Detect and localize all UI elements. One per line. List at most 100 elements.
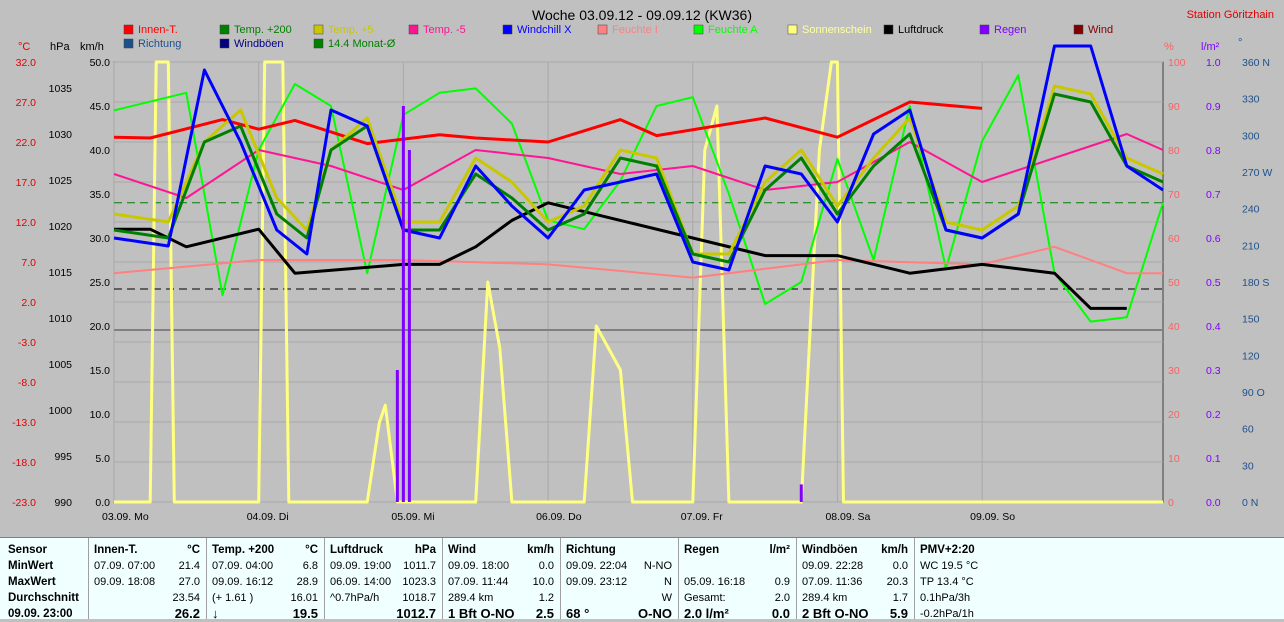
stats-row-right: W [661, 592, 672, 604]
rain-bar [407, 150, 411, 502]
stats-col-boen: Windböen km/h 09.09. 22:28 0.0 07.09. 11:36 2… [796, 538, 915, 621]
unit-kmh: km/h [80, 41, 104, 53]
day-label: 08.09. Sa [825, 511, 870, 523]
hpa-tick-label: 1020 [49, 221, 73, 233]
stats-row-left: 1 Bft O-NO [448, 606, 515, 621]
series-line-luftdruck [114, 201, 1127, 310]
legend-label: Temp. +200 [234, 24, 292, 36]
pct-tick-label: 80 [1168, 145, 1180, 157]
pct-tick-label: 60 [1168, 233, 1180, 245]
temp-tick-label: 12.0 [16, 217, 37, 229]
stats-panel: Sensor MinWert MaxWert Durchschnitt 09.0… [0, 537, 1284, 621]
stats-row-left: 09.09. 18:00 [448, 560, 510, 572]
legend-label: 14.4 Monat-Ø [328, 38, 396, 50]
direction-tick-label: 270 W [1242, 167, 1272, 179]
hpa-tick-label: 1005 [49, 359, 73, 371]
series-line-temp-5 [113, 84, 1164, 256]
pct-tick-label: 50 [1168, 277, 1180, 289]
stats-header-left: Luftdruck [330, 544, 384, 556]
stats-row: (+ 1.61 ) 16.01 [206, 590, 324, 606]
stats-row-right: N [664, 576, 672, 588]
unit-hpa: hPa [50, 41, 70, 53]
stats-header-left: Innen-T. [94, 544, 138, 556]
stats-current-label: 09.09. 23:00 [8, 608, 73, 620]
kmh-tick-label: 50.0 [90, 57, 111, 69]
stats-row-left: 289.4 km [802, 592, 848, 604]
stats-row-right: 27.0 [178, 576, 200, 588]
stats-header: Innen-T. °C [88, 542, 206, 558]
stats-row: 07.09. 04:00 6.8 [206, 558, 324, 574]
stats-row-left: 07.09. 04:00 [212, 560, 274, 572]
day-label: 06.09. Do [536, 511, 582, 523]
stats-row: 09.09. 18:08 27.0 [88, 574, 206, 590]
stats-row: 09.09. 23:12 N [560, 574, 678, 590]
series-line-temp-5 [113, 133, 1164, 199]
stats-row-right: 21.4 [178, 560, 200, 572]
kmh-tick-label: 30.0 [90, 233, 111, 245]
stats-col-wind: Wind km/h 09.09. 18:00 0.0 07.09. 11:44 10.0 2… [442, 538, 561, 621]
stats-row: 06.09. 14:00 1023.3 [324, 574, 442, 590]
stats-row-right: 1018.7 [402, 592, 436, 604]
stats-row-right: 16.01 [290, 592, 318, 604]
rain-tick-label: 0.2 [1206, 409, 1221, 421]
rain-bar [799, 484, 803, 502]
stats-row-right: 0.0 [892, 560, 908, 572]
stats-row-right: 0.0 [538, 560, 554, 572]
stats-row: 09.09. 22:28 0.0 [796, 558, 914, 574]
kmh-tick-label: 20.0 [90, 321, 111, 333]
hpa-tick-label: 1030 [49, 129, 73, 141]
unit-celsius: °C [18, 41, 30, 53]
kmh-tick-label: 40.0 [90, 145, 111, 157]
stats-row-left: 09.09. 18:08 [94, 576, 156, 588]
stats-col-luft: Luftdruck hPa 09.09. 19:00 1011.7 06.09. 14:… [324, 538, 443, 621]
legend-label: Feuchte I [612, 24, 658, 36]
rain-tick-label: 0.9 [1206, 101, 1221, 113]
hpa-tick-label: 1015 [49, 267, 73, 279]
rain-tick-label: 0.1 [1206, 453, 1221, 465]
legend-swatch [979, 24, 990, 35]
rain-tick-label: 0.3 [1206, 365, 1221, 377]
legend-label: Temp. +5 [328, 24, 374, 36]
pmv-title: PMV+2:20 [920, 544, 975, 556]
pct-tick-label: 90 [1168, 101, 1180, 113]
kmh-tick-label: 45.0 [90, 101, 111, 113]
legend-label: Windböen [234, 38, 284, 50]
stats-header-left: Temp. +200 [212, 544, 275, 556]
stats-header-right: °C [305, 544, 318, 556]
legend-label: Feuchte A [708, 24, 758, 36]
legend-swatch [787, 24, 798, 35]
stats-row: 09.09. 22:04 N-NO [560, 558, 678, 574]
stats-row-left: 2 Bft O-NO [802, 606, 869, 621]
legend-swatch [693, 24, 704, 35]
stats-header: Richtung [560, 542, 678, 558]
hpa-tick-label: 1025 [49, 175, 73, 187]
legend-label: Regen [994, 24, 1026, 36]
kmh-tick-label: 35.0 [90, 189, 111, 201]
stats-sensor-title: Sensor [8, 544, 47, 556]
stats-row: 09.09. 16:12 28.9 [206, 574, 324, 590]
legend-label: Luftdruck [898, 24, 944, 36]
stats-row-left: (+ 1.61 ) [212, 592, 254, 604]
stats-row: 07.09. 11:44 10.0 [442, 574, 560, 590]
rain-bar [395, 370, 399, 502]
legend-label: Temp. -5 [423, 24, 466, 36]
hpa-tick-label: 995 [54, 451, 72, 463]
stats-row: 09.09. 19:00 1011.7 [324, 558, 442, 574]
stats-header: Temp. +200 °C [206, 542, 324, 558]
stats-row: 23.54 [88, 590, 206, 606]
pct-tick-label: 10 [1168, 453, 1180, 465]
legend-swatch [219, 38, 230, 49]
temp-tick-label: -3.0 [18, 337, 36, 349]
temp-tick-label: -8.0 [18, 377, 36, 389]
kmh-tick-label: 25.0 [90, 277, 111, 289]
stats-header-left: Richtung [566, 544, 616, 556]
stats-row-left: 07.09. 11:44 [448, 576, 509, 588]
stats-col-temp: Temp. +200 °C 07.09. 04:00 6.8 09.09. 16:12 2… [206, 538, 325, 621]
rain-tick-label: 0.7 [1206, 189, 1221, 201]
legend-label: Wind [1088, 24, 1113, 36]
legend-label: Sonnenschein [802, 24, 872, 36]
stats-row-right: 2.0 [774, 592, 790, 604]
direction-tick-label: 180 S [1242, 277, 1269, 289]
stats-row-left: 05.09. 16:18 [684, 576, 746, 588]
stats-row-left: ^0.7hPa/h [330, 592, 380, 604]
